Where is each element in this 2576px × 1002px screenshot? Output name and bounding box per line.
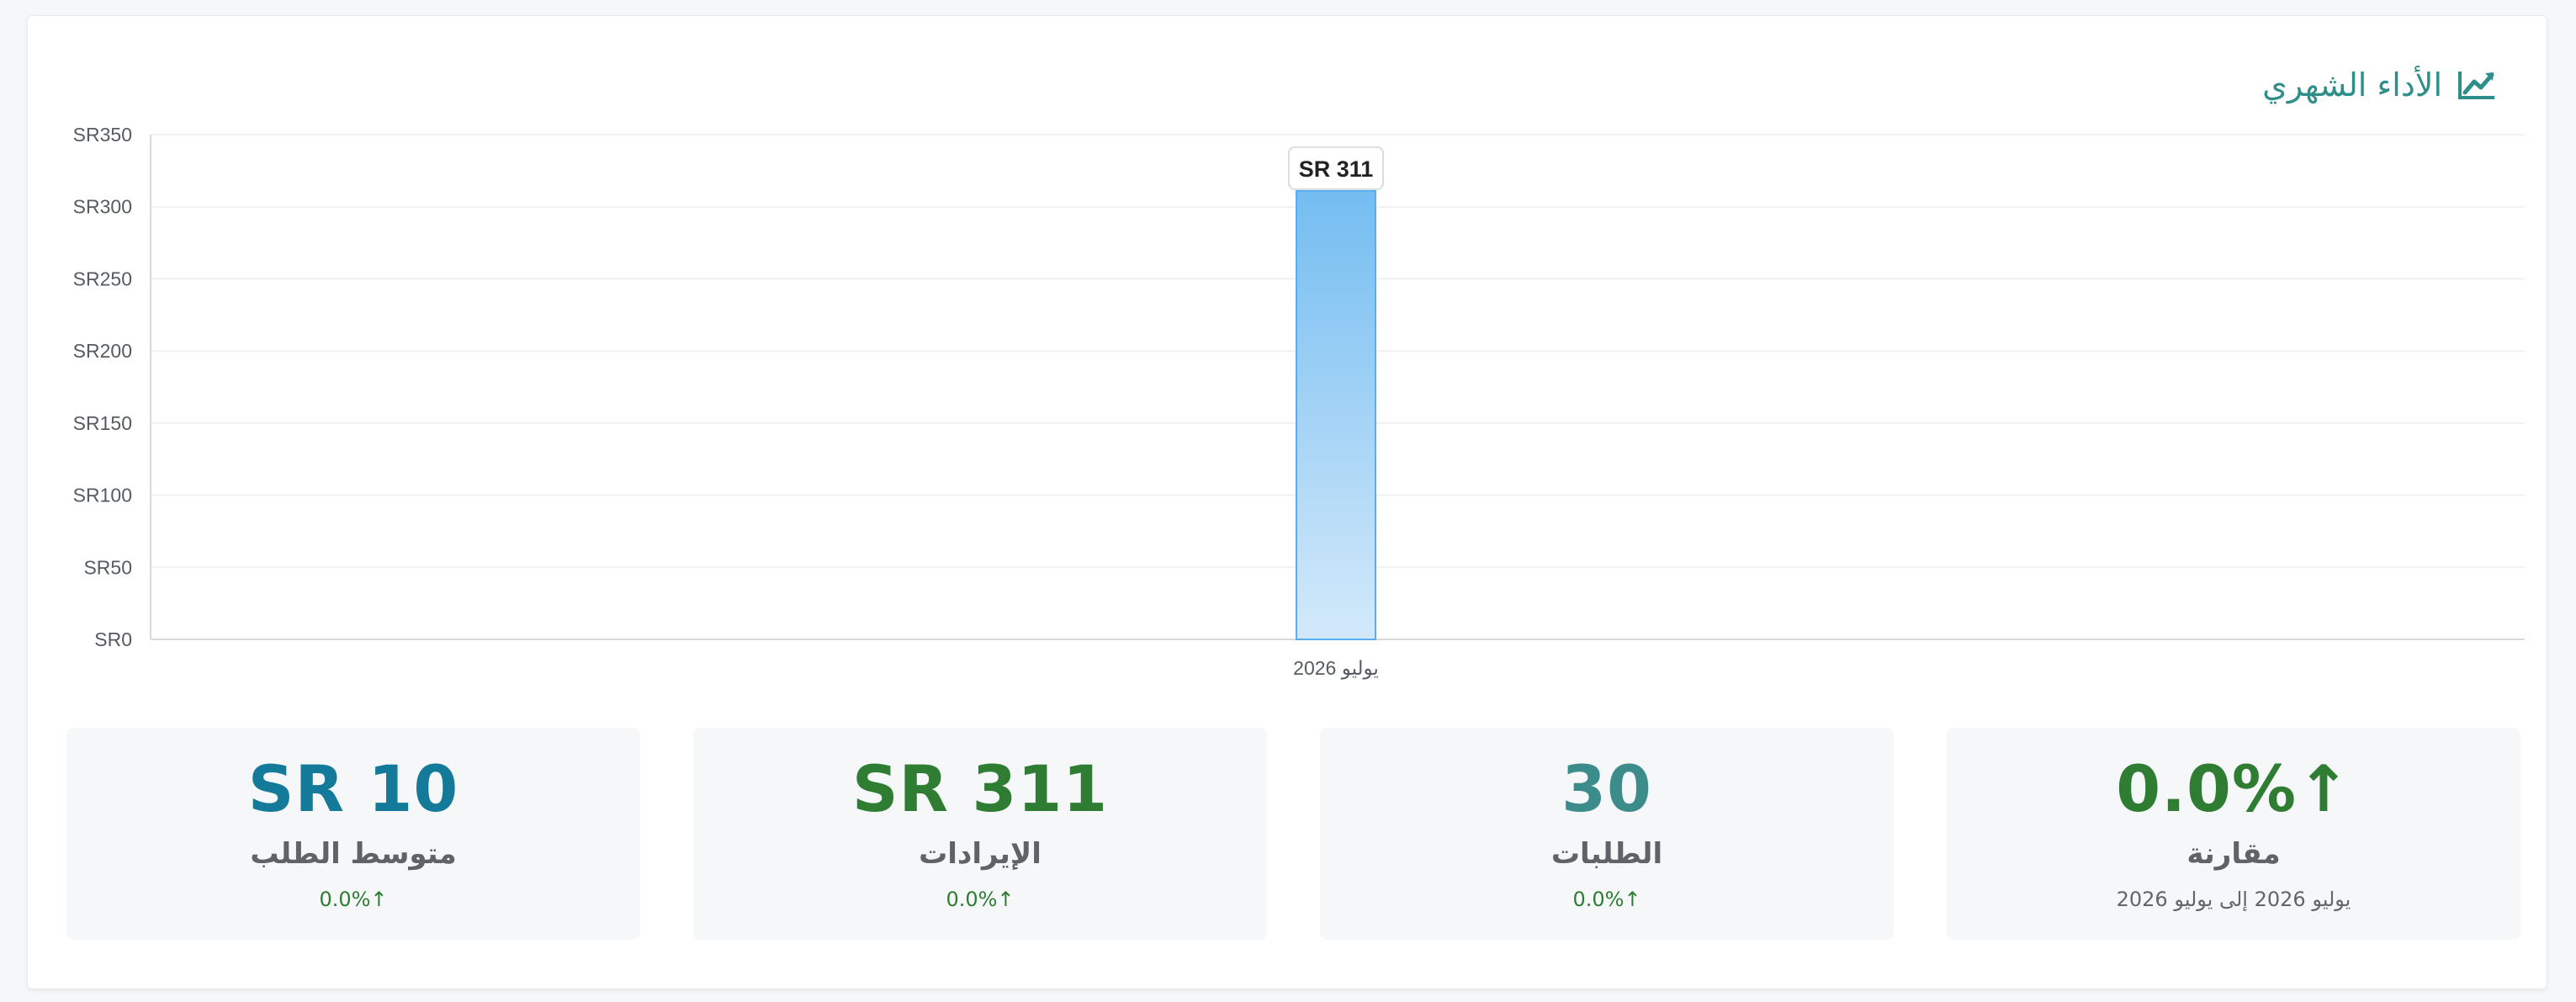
comparison-period: يوليو 2026 إلى يوليو 2026: [2116, 888, 2351, 911]
avg-order-label: متوسط الطلب: [250, 837, 457, 871]
comparison-value: 0.0%↑: [2116, 751, 2351, 826]
x-tick-label: يوليو 2026: [1293, 657, 1379, 680]
y-tick-label: SR150: [73, 412, 132, 434]
chart-line-icon: [2457, 69, 2496, 101]
stats-row: SR 10 متوسط الطلب 0.0%↑ SR 311 الإيرادات…: [66, 728, 2521, 940]
revenue-value: SR 311: [851, 751, 1109, 826]
avg-order-change: 0.0%↑: [319, 888, 388, 911]
monthly-revenue-chart: SR0 SR50 SR100 SR150 SR200 SR250 SR300 SR350 يو…: [73, 124, 2525, 680]
bar-tooltip-label: SR 311: [1299, 156, 1374, 182]
stat-card-orders: 30 الطلبات 0.0%↑: [1320, 728, 1894, 940]
comparison-label: مقارنة: [2186, 837, 2281, 871]
card-header: الأداء الشهري: [2262, 66, 2496, 103]
revenue-change: 0.0%↑: [946, 888, 1015, 911]
y-tick-label: SR350: [73, 124, 132, 146]
revenue-label: الإيرادات: [919, 837, 1042, 871]
monthly-performance-card: الأداء الشهري SR0 SR50 SR100 SR150 SR200 SR25…: [27, 15, 2547, 989]
y-tick-label: SR200: [73, 340, 132, 362]
stat-card-revenue: SR 311 الإيرادات 0.0%↑: [693, 728, 1267, 940]
y-tick-label: SR0: [94, 628, 132, 650]
card-title: الأداء الشهري: [2262, 66, 2442, 103]
y-tick-label: SR50: [83, 556, 132, 578]
y-tick-label: SR300: [73, 196, 132, 218]
orders-label: الطلبات: [1550, 837, 1663, 871]
avg-order-value: SR 10: [247, 751, 459, 826]
y-tick-label: SR100: [73, 485, 132, 506]
stat-card-comparison: 0.0%↑ مقارنة يوليو 2026 إلى يوليو 2026: [1947, 728, 2520, 940]
bar-tooltip: [1288, 146, 1384, 190]
orders-change: 0.0%↑: [1572, 888, 1641, 911]
orders-value: 30: [1561, 751, 1652, 826]
stat-card-avg-order: SR 10 متوسط الطلب 0.0%↑: [66, 728, 640, 940]
y-tick-label: SR250: [73, 268, 132, 289]
bar[interactable]: [1296, 189, 1376, 641]
